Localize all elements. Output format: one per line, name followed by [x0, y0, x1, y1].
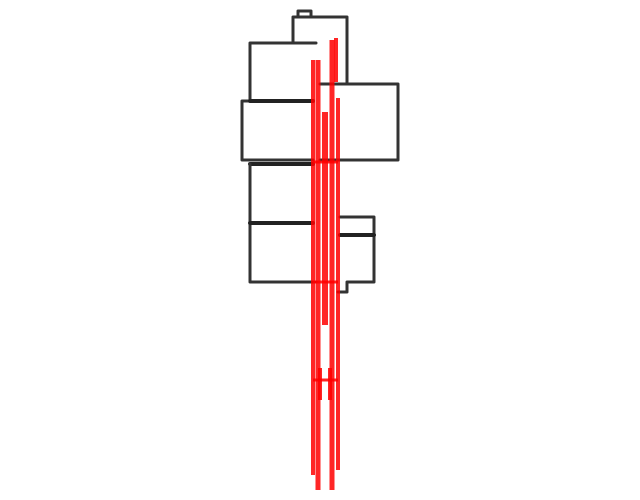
right-room-outline	[318, 82, 400, 162]
red-traces	[311, 38, 340, 490]
upper-left-room-outline	[248, 41, 318, 103]
top-block-outline	[291, 15, 349, 86]
left-lower-room-outline	[248, 162, 318, 284]
top-notch-outline	[296, 9, 313, 19]
right-lower-room-outline	[336, 215, 376, 294]
room-outlines	[240, 9, 400, 294]
